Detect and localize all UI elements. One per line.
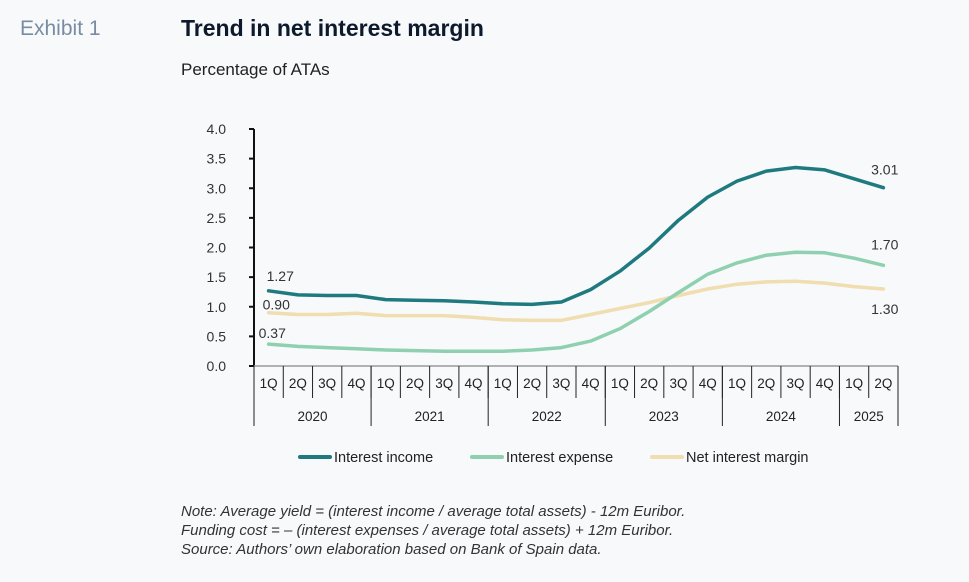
x-tick-label-quarter: 1Q <box>377 376 395 391</box>
chart-title: Trend in net interest margin <box>181 15 484 41</box>
y-tick-label: 2.5 <box>207 210 227 226</box>
x-tick-label-quarter: 1Q <box>611 376 629 391</box>
legend-label: Net interest margin <box>686 450 809 466</box>
y-tick-label: 0.5 <box>207 328 227 344</box>
exhibit-label: Exhibit 1 <box>20 17 101 40</box>
data-label: 0.90 <box>263 297 290 313</box>
x-tick-label-quarter: 3Q <box>552 376 570 391</box>
data-label: 1.27 <box>267 268 294 284</box>
x-tick-label-quarter: 4Q <box>699 376 717 391</box>
x-tick-label-quarter: 3Q <box>318 376 336 391</box>
x-tick-label-quarter: 1Q <box>260 376 278 391</box>
x-tick-label-quarter: 2Q <box>874 376 892 391</box>
x-tick-label-quarter: 4Q <box>465 376 483 391</box>
x-tick-label-year: 2022 <box>532 409 562 424</box>
x-tick-label-quarter: 3Q <box>435 376 453 391</box>
y-tick-label: 4.0 <box>207 121 227 137</box>
x-tick-label-quarter: 4Q <box>816 376 834 391</box>
y-tick-label: 1.0 <box>207 299 227 315</box>
series-line-interest-expense <box>266 250 886 353</box>
x-tick-label-quarter: 2Q <box>406 376 424 391</box>
x-tick-label-year: 2023 <box>649 409 679 424</box>
x-tick-label-quarter: 1Q <box>845 376 863 391</box>
x-tick-label-quarter: 2Q <box>289 376 307 391</box>
x-tick-label-quarter: 2Q <box>757 376 775 391</box>
x-tick-label-year: 2025 <box>854 409 884 424</box>
data-label: 1.30 <box>871 301 898 317</box>
note-line: Funding cost = – (interest expenses / av… <box>181 522 674 539</box>
x-tick-label-year: 2021 <box>415 409 445 424</box>
chart-subtitle: Percentage of ATAs <box>181 60 330 79</box>
x-tick-label-year: 2024 <box>766 409 797 424</box>
notes: Note: Average yield = (interest income /… <box>181 502 685 559</box>
x-tick-label-quarter: 3Q <box>669 376 687 391</box>
y-tick-label: 1.5 <box>207 269 227 285</box>
legend-label: Interest expense <box>506 450 613 466</box>
y-tick-label: 3.5 <box>207 151 227 167</box>
data-label: 0.37 <box>259 325 286 341</box>
y-tick-label: 3.0 <box>207 180 227 196</box>
note-line: Note: Average yield = (interest income /… <box>181 503 686 520</box>
x-tick-label-quarter: 1Q <box>494 376 512 391</box>
y-tick-label: 0.0 <box>207 358 227 374</box>
x-tick-label-quarter: 2Q <box>523 376 541 391</box>
data-label: 3.01 <box>871 162 898 178</box>
y-tick-label: 2.0 <box>207 240 227 256</box>
x-tick-label-quarter: 4Q <box>347 376 365 391</box>
series-line-net-interest-margin <box>266 279 886 323</box>
series-line-interest-income <box>266 165 886 307</box>
x-tick-label-quarter: 1Q <box>728 376 746 391</box>
x-tick-label-quarter: 4Q <box>582 376 600 391</box>
data-label: 1.70 <box>871 236 898 252</box>
legend-label: Interest income <box>334 450 433 466</box>
x-tick-label-quarter: 2Q <box>640 376 658 391</box>
source-line: Source: Authors’ own elaboration based o… <box>181 541 602 558</box>
x-tick-label-year: 2020 <box>298 409 328 424</box>
x-tick-label-quarter: 3Q <box>787 376 805 391</box>
